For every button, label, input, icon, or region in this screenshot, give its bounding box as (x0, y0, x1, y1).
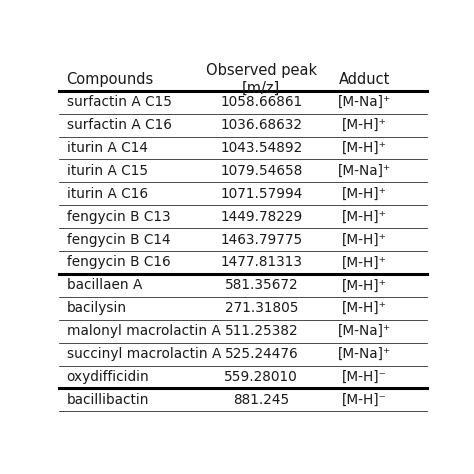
Text: 581.35672: 581.35672 (225, 278, 298, 292)
Text: Compounds: Compounds (66, 72, 154, 87)
Text: iturin A C14: iturin A C14 (66, 141, 147, 155)
Text: 1043.54892: 1043.54892 (220, 141, 302, 155)
Text: malonyl macrolactin A: malonyl macrolactin A (66, 324, 220, 338)
Text: 1036.68632: 1036.68632 (220, 118, 302, 132)
Text: [M-Na]⁺: [M-Na]⁺ (337, 324, 391, 338)
Text: fengycin B C16: fengycin B C16 (66, 255, 170, 270)
Text: 559.28010: 559.28010 (224, 370, 298, 384)
Text: 511.25382: 511.25382 (225, 324, 298, 338)
Text: [M-H]⁺: [M-H]⁺ (342, 255, 387, 270)
Text: succinyl macrolactin A: succinyl macrolactin A (66, 347, 221, 361)
Text: [M-H]⁺: [M-H]⁺ (342, 210, 387, 224)
Text: 1477.81313: 1477.81313 (220, 255, 302, 270)
Text: 1463.79775: 1463.79775 (220, 233, 302, 246)
Text: [M-H]⁻: [M-H]⁻ (342, 393, 387, 407)
Text: [M-Na]⁺: [M-Na]⁺ (337, 347, 391, 361)
Text: bacilysin: bacilysin (66, 301, 127, 315)
Text: [M-H]⁺: [M-H]⁺ (342, 233, 387, 246)
Text: fengycin B C13: fengycin B C13 (66, 210, 170, 224)
Text: bacillibactin: bacillibactin (66, 393, 149, 407)
Text: [M-H]⁺: [M-H]⁺ (342, 187, 387, 201)
Text: [M-H]⁺: [M-H]⁺ (342, 118, 387, 132)
Text: surfactin A C16: surfactin A C16 (66, 118, 172, 132)
Text: [M-H]⁻: [M-H]⁻ (342, 370, 387, 384)
Text: 1071.57994: 1071.57994 (220, 187, 302, 201)
Text: surfactin A C15: surfactin A C15 (66, 95, 172, 109)
Text: oxydifficidin: oxydifficidin (66, 370, 149, 384)
Text: 881.245: 881.245 (233, 393, 290, 407)
Text: [M-Na]⁺: [M-Na]⁺ (337, 95, 391, 109)
Text: 1449.78229: 1449.78229 (220, 210, 302, 224)
Text: 525.24476: 525.24476 (225, 347, 298, 361)
Text: [M-H]⁺: [M-H]⁺ (342, 141, 387, 155)
Text: 1058.66861: 1058.66861 (220, 95, 302, 109)
Text: [M-H]⁺: [M-H]⁺ (342, 278, 387, 292)
Text: Adduct: Adduct (338, 72, 390, 87)
Text: [M-Na]⁺: [M-Na]⁺ (337, 164, 391, 178)
Text: iturin A C15: iturin A C15 (66, 164, 148, 178)
Text: [M-H]⁺: [M-H]⁺ (342, 301, 387, 315)
Text: 1079.54658: 1079.54658 (220, 164, 302, 178)
Text: iturin A C16: iturin A C16 (66, 187, 147, 201)
Text: Observed peak
[m/z]: Observed peak [m/z] (206, 63, 317, 95)
Text: 271.31805: 271.31805 (225, 301, 298, 315)
Text: fengycin B C14: fengycin B C14 (66, 233, 170, 246)
Text: bacillaen A: bacillaen A (66, 278, 142, 292)
